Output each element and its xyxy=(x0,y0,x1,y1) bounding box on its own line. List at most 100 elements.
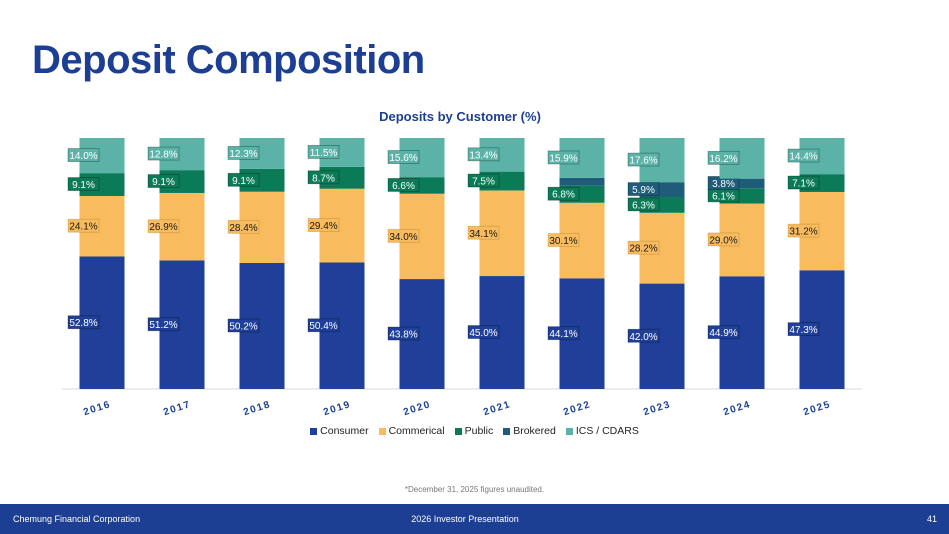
page-title: Deposit Composition xyxy=(32,38,425,82)
chart-legend: Consumer Commerical Public Brokered ICS … xyxy=(0,425,949,437)
data-label-box-ics-cdars-2021 xyxy=(467,147,500,162)
data-label-box-consumer-2019 xyxy=(307,318,340,333)
data-label-box-consumer-2018 xyxy=(227,318,260,333)
data-label-commerical-2020: 34.0% xyxy=(389,232,417,243)
data-label-box-consumer-2023 xyxy=(627,328,660,343)
data-label-box-ics-cdars-2025 xyxy=(787,148,820,163)
data-label-box-commerical-2023 xyxy=(627,240,660,255)
data-label-public-2018: 9.1% xyxy=(232,176,255,187)
footer-bar: Chemung Financial Corporation 2026 Inves… xyxy=(0,504,949,534)
data-label-commerical-2021: 34.1% xyxy=(469,229,497,240)
data-label-box-public-2023 xyxy=(627,197,660,212)
data-label-box-public-2017 xyxy=(147,174,180,188)
data-label-box-public-2018 xyxy=(227,172,260,187)
data-label-public-2022: 6.8% xyxy=(552,190,575,201)
data-label-box-public-2016 xyxy=(67,177,100,191)
data-label-public-2019: 8.7% xyxy=(312,173,335,184)
data-label-public-2023: 6.3% xyxy=(632,200,655,211)
data-label-ics-cdars-2018: 12.3% xyxy=(229,149,257,160)
x-tick-label-2022: 2022 xyxy=(562,399,592,418)
x-tick-label-2020: 2020 xyxy=(402,399,432,418)
data-label-commerical-2016: 24.1% xyxy=(69,222,97,233)
data-label-box-ics-cdars-2022 xyxy=(547,150,580,165)
data-label-brokered-2024: 3.8% xyxy=(712,179,735,190)
data-label-commerical-2022: 30.1% xyxy=(549,236,577,247)
data-label-consumer-2024: 44.9% xyxy=(709,328,737,339)
data-label-box-consumer-2016 xyxy=(67,315,100,330)
data-label-ics-cdars-2025: 14.4% xyxy=(789,152,817,163)
footer-presentation-title: 2026 Investor Presentation xyxy=(411,514,519,524)
legend-swatch-public xyxy=(454,427,462,435)
data-label-box-ics-cdars-2016 xyxy=(67,148,100,162)
legend-item-consumer: Consumer xyxy=(310,425,369,437)
chart-title: Deposits by Customer (%) xyxy=(379,109,541,124)
legend-item-public: Public xyxy=(454,425,494,437)
data-label-box-commerical-2024 xyxy=(707,232,740,247)
data-label-box-consumer-2020 xyxy=(387,326,420,341)
data-label-ics-cdars-2019: 11.5% xyxy=(310,148,338,159)
data-label-consumer-2021: 45.0% xyxy=(469,328,497,339)
data-label-consumer-2020: 43.8% xyxy=(389,330,417,341)
legend-swatch-brokered xyxy=(503,427,511,435)
data-label-box-ics-cdars-2020 xyxy=(387,150,420,164)
data-label-box-ics-cdars-2019 xyxy=(307,145,340,159)
data-label-box-public-2019 xyxy=(307,170,340,185)
footer-company: Chemung Financial Corporation xyxy=(13,514,141,524)
data-label-commerical-2024: 29.0% xyxy=(709,235,737,246)
data-label-box-public-2025 xyxy=(787,175,820,190)
data-label-ics-cdars-2024: 16.2% xyxy=(709,154,737,165)
data-label-commerical-2023: 28.2% xyxy=(629,244,657,255)
legend-item-brokered: Brokered xyxy=(503,425,556,437)
data-label-box-public-2021 xyxy=(467,173,500,188)
data-label-ics-cdars-2020: 15.6% xyxy=(389,153,417,164)
data-label-consumer-2023: 42.0% xyxy=(629,332,657,343)
data-label-box-public-2022 xyxy=(547,186,580,201)
data-label-public-2021: 7.5% xyxy=(472,177,495,188)
x-tick-label-2018: 2018 xyxy=(242,399,272,418)
data-label-commerical-2019: 29.4% xyxy=(309,221,337,232)
data-label-consumer-2018: 50.2% xyxy=(229,321,257,332)
data-label-box-public-2020 xyxy=(387,178,420,192)
data-label-ics-cdars-2021: 13.4% xyxy=(469,150,497,161)
data-label-ics-cdars-2017: 12.8% xyxy=(149,150,177,161)
data-label-box-consumer-2022 xyxy=(547,326,580,341)
x-tick-label-2017: 2017 xyxy=(162,399,192,418)
legend-label-public: Public xyxy=(464,425,494,437)
data-label-consumer-2025: 47.3% xyxy=(789,325,817,336)
data-label-public-2017: 9.1% xyxy=(152,177,175,188)
legend-swatch-ics-cdars xyxy=(565,427,573,435)
data-label-box-brokered-2023 xyxy=(627,182,660,196)
data-label-ics-cdars-2016: 14.0% xyxy=(69,151,97,162)
data-label-consumer-2022: 44.1% xyxy=(549,329,577,340)
x-tick-label-2024: 2024 xyxy=(722,399,752,418)
data-label-consumer-2017: 51.2% xyxy=(149,320,177,331)
data-label-box-commerical-2016 xyxy=(67,218,100,233)
data-label-box-consumer-2021 xyxy=(467,325,500,339)
legend-label-commercial: Commerical xyxy=(388,425,445,437)
bar-segment-brokered-2022 xyxy=(559,177,605,186)
data-label-box-ics-cdars-2018 xyxy=(227,146,260,160)
data-label-box-consumer-2025 xyxy=(787,322,820,337)
data-label-commerical-2025: 31.2% xyxy=(789,227,817,238)
footnote: *December 31, 2025 figures unaudited. xyxy=(404,485,545,494)
legend-label-consumer: Consumer xyxy=(320,425,369,437)
data-label-public-2025: 7.1% xyxy=(792,179,815,190)
data-label-box-commerical-2019 xyxy=(307,218,340,232)
x-tick-label-2016: 2016 xyxy=(82,399,112,418)
data-label-consumer-2016: 52.8% xyxy=(69,318,97,329)
legend-swatch-consumer xyxy=(310,427,318,435)
data-label-box-commerical-2021 xyxy=(467,225,500,240)
bar-segment-brokered-2024 xyxy=(719,178,765,189)
footer-page-number: 41 xyxy=(926,514,937,524)
data-label-public-2024: 6.1% xyxy=(712,191,735,202)
data-label-box-commerical-2018 xyxy=(227,219,260,234)
data-label-box-commerical-2022 xyxy=(547,233,580,247)
data-label-consumer-2019: 50.4% xyxy=(309,321,337,332)
x-tick-label-2019: 2019 xyxy=(322,399,352,418)
data-label-commerical-2018: 28.4% xyxy=(229,223,257,234)
data-label-box-consumer-2024 xyxy=(707,325,740,340)
data-label-public-2020: 6.6% xyxy=(392,181,415,192)
data-label-box-commerical-2025 xyxy=(787,223,820,238)
data-label-ics-cdars-2023: 17.6% xyxy=(629,156,657,167)
